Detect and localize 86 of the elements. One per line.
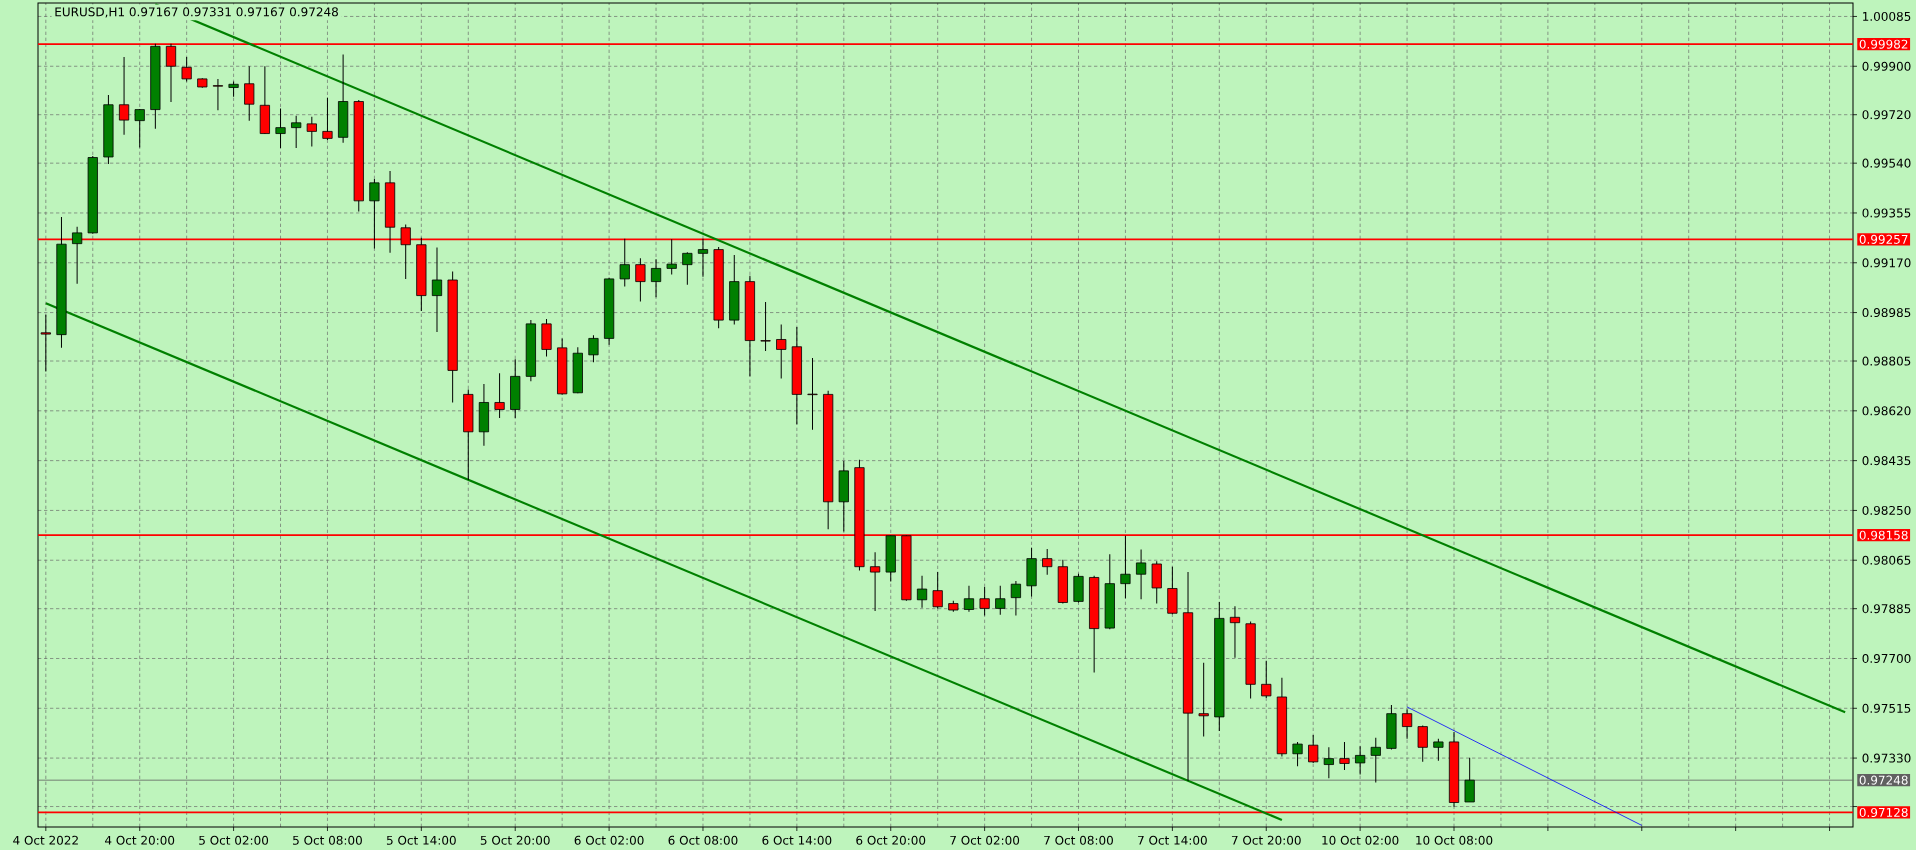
y-tick-label: 0.97885: [1862, 604, 1911, 614]
candlestick: [181, 56, 192, 83]
x-tick-label: 6 Oct 02:00: [574, 835, 644, 845]
y-tick-label: 0.98985: [1862, 308, 1911, 318]
candlestick: [1292, 741, 1303, 767]
x-tick-label: 7 Oct 20:00: [1231, 835, 1301, 845]
y-tick-label: 0.97330: [1862, 753, 1911, 763]
x-tick-label: 7 Oct 14:00: [1138, 835, 1207, 845]
x-tick-label: 10 Oct 08:00: [1416, 835, 1493, 845]
candlestick: [666, 238, 677, 276]
candlestick: [275, 108, 286, 149]
candlestick: [244, 65, 255, 122]
candlestick: [322, 97, 333, 141]
candlestick: [776, 323, 787, 380]
y-tick-label: 0.99540: [1862, 158, 1911, 168]
candlestick: [760, 301, 771, 352]
candlestick: [1433, 738, 1444, 762]
candlestick: [40, 314, 51, 373]
y-tick-label: 0.99170: [1862, 258, 1911, 268]
x-tick-label: 5 Oct 02:00: [199, 835, 269, 845]
candlestick: [212, 78, 224, 111]
x-tick-label: 4 Oct 20:00: [104, 835, 175, 845]
x-tick-label: 5 Oct 20:00: [480, 835, 550, 845]
candlestick: [1120, 535, 1131, 599]
candlestick: [963, 585, 975, 613]
y-tick-label: 0.98620: [1862, 406, 1911, 416]
y-tick-label: 1.00085: [1863, 11, 1911, 21]
candlestick: [1339, 741, 1350, 771]
candlestick: [588, 334, 599, 363]
candlestick: [697, 238, 709, 278]
x-tick-label: 7 Oct 08:00: [1044, 835, 1113, 845]
candlestick: [979, 586, 990, 616]
candlestick: [1370, 737, 1381, 784]
x-tick-label: 6 Oct 14:00: [762, 835, 832, 845]
ref-line-label: 0.99257: [1859, 234, 1908, 244]
y-tick-label: 0.98805: [1862, 356, 1911, 366]
candlestick: [1355, 745, 1366, 776]
candlestick: [1401, 708, 1413, 740]
ref-line-label: 0.99982: [1859, 39, 1908, 49]
candlestick: [1042, 548, 1053, 576]
candlestick: [682, 251, 693, 286]
y-tick-label: 0.98435: [1862, 456, 1911, 466]
y-tick-label: 0.98250: [1862, 505, 1911, 515]
candlestick: [995, 585, 1006, 616]
candlestick: [369, 178, 380, 249]
candlestick: [1323, 746, 1334, 779]
candlestick: [1261, 660, 1272, 699]
x-tick-label: 10 Oct 02:00: [1322, 835, 1399, 845]
candlestick: [870, 551, 881, 612]
candlestick: [932, 571, 943, 609]
candlestick: [1229, 605, 1241, 659]
candlestick: [1308, 734, 1319, 764]
candlestick: [291, 115, 302, 149]
candlestick: [916, 575, 928, 609]
candlestick: [134, 108, 145, 149]
candlestick: [807, 357, 818, 431]
candlestick: [306, 116, 317, 147]
candlestick: [1151, 560, 1162, 605]
chart-title: EURUSD,H1 0.97167 0.97331 0.97167 0.97248: [55, 7, 338, 18]
candlestick: [619, 238, 630, 287]
candlestick: [1464, 757, 1475, 803]
ref-line-label: 0.97128: [1859, 807, 1908, 817]
ref-line-label: 0.98158: [1859, 530, 1908, 540]
y-tick-label: 0.97515: [1862, 703, 1911, 713]
y-tick-label: 0.98065: [1862, 555, 1911, 565]
x-tick-label: 5 Oct 08:00: [293, 835, 362, 845]
x-tick-label: 4 Oct 2022: [13, 835, 78, 845]
candlestick: [118, 56, 130, 136]
y-tick-label: 0.97700: [1862, 653, 1911, 664]
candlestick: [431, 246, 443, 333]
y-tick-label: 0.99355: [1862, 208, 1911, 218]
candlestick: [1010, 580, 1022, 616]
x-tick-label: 5 Oct 14:00: [386, 835, 456, 845]
candlestick: [72, 226, 83, 285]
y-tick-label: 0.99720: [1862, 110, 1911, 120]
candlestick: [650, 258, 662, 298]
candlestick: [1417, 725, 1428, 763]
x-tick-label: 7 Oct 02:00: [950, 835, 1020, 845]
candlestick: [635, 257, 646, 303]
x-tick-label: 6 Oct 20:00: [856, 835, 926, 845]
x-tick-label: 6 Oct 08:00: [668, 835, 738, 845]
y-tick-label: 0.99900: [1862, 61, 1911, 71]
candlestick: [494, 372, 505, 419]
ref-line-label: 0.97248: [1859, 775, 1908, 785]
candlestick: [1198, 662, 1209, 738]
candlestick: [1135, 548, 1147, 600]
